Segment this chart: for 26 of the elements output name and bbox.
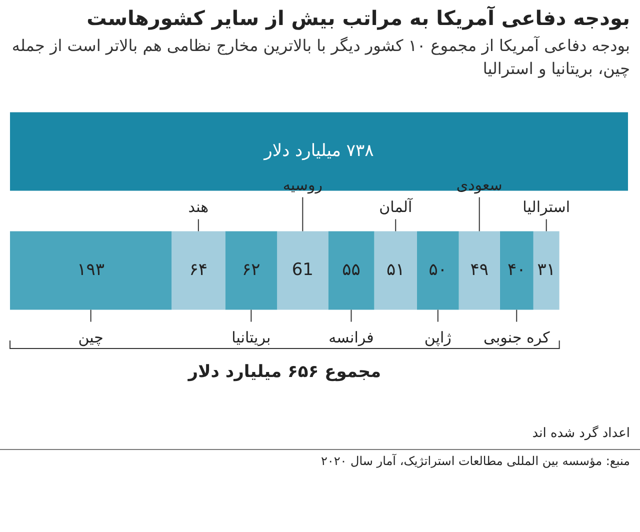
data-label: 61 (292, 260, 314, 280)
series-label: کره جنوبی (483, 328, 551, 347)
data-label: ۴۹ (470, 260, 488, 280)
data-label: ۶۲ (242, 260, 260, 280)
series-label: آلمان (379, 197, 413, 216)
data-label: ۴۰ (507, 260, 526, 280)
data-label: ۱۹۳ (77, 260, 105, 280)
chart-subtitle: بودجه دفاعی آمریکا از مجموع ۱۰ کشور دیگر با بالاترین مخارج نظامی هم بالاتر است از جمله چین، بریتانیا و استرالیا (10, 35, 630, 80)
text: روسیه (282, 176, 322, 194)
series-label: ژاپن (424, 328, 452, 347)
series-label: استرالیا (522, 198, 570, 216)
data-label: ۵۵ (342, 260, 360, 280)
series-label: فرانسه (328, 328, 374, 347)
data-label: ۷۳۸ میلیارد دلار (263, 140, 374, 161)
series-label: هند (188, 198, 209, 216)
series-label: بریتانیا (232, 328, 271, 347)
data-label: ۶۴ (189, 260, 208, 280)
data-label: ۵۱ (386, 260, 405, 280)
text: اعداد گرد شده اند (531, 425, 631, 443)
total-label: مجموع ۶۵۶ میلیارد دلار (187, 362, 382, 382)
data-label: ۳۱ (537, 260, 556, 280)
text: منبع: مؤسسه بین المللی مطالعات استراتژیک، آمار سال ۲۰۲۰ (0, 449, 640, 469)
text: سعودی (456, 176, 502, 194)
series-label: چین (78, 328, 104, 347)
chart-title: بودجه دفاعی آمریکا به مراتب بیش از سایر کشورهاست (86, 5, 630, 32)
data-label: ۵۰ (428, 260, 448, 280)
